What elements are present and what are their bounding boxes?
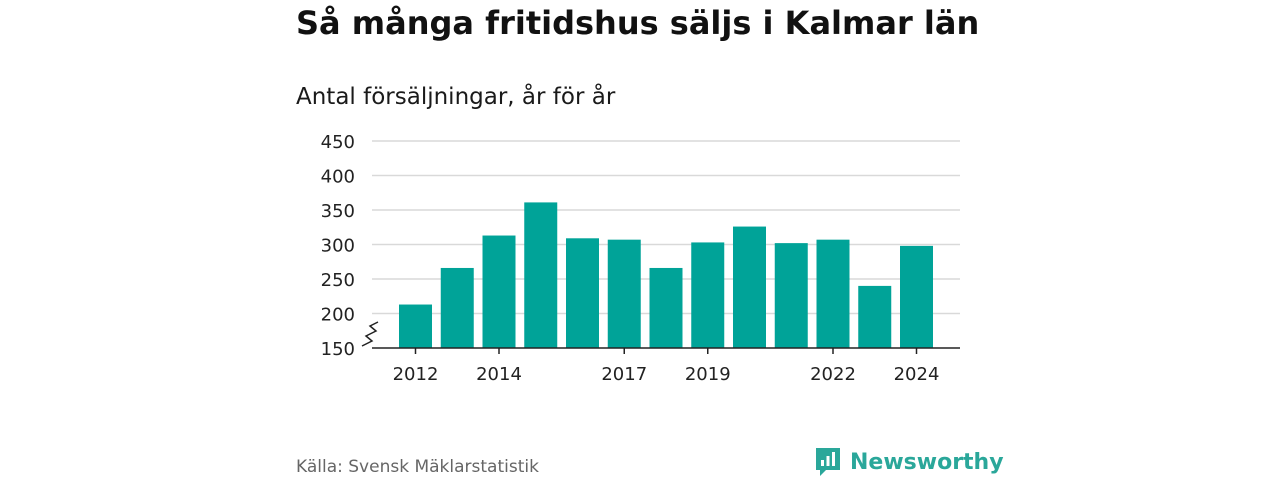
x-tick-label: 2012 (393, 364, 439, 385)
x-tick-label: 2022 (810, 364, 856, 385)
y-tick-label: 150 (321, 339, 355, 360)
bar (774, 243, 808, 348)
source-note: Källa: Svensk Mäklarstatistik (296, 457, 539, 477)
bar (482, 235, 516, 348)
bar (733, 226, 766, 348)
bar (399, 304, 432, 348)
bar (900, 245, 933, 348)
bar (816, 239, 850, 348)
y-tick-label: 250 (321, 270, 355, 291)
bar (566, 238, 599, 348)
x-tick-label: 2019 (685, 364, 731, 385)
bar (649, 267, 683, 348)
newsworthy-logo-icon (816, 448, 840, 476)
bar-chart: 150 200 250 300 350 400 450 2012 2014 2017 2019 202… (321, 132, 960, 385)
bar (607, 239, 641, 348)
x-tick-label: 2014 (476, 364, 522, 385)
x-tick-label: 2024 (894, 364, 940, 385)
chart-subtitle: Antal försäljningar, år för år (296, 84, 616, 110)
newsworthy-logo[interactable]: Newsworthy (814, 446, 1004, 478)
y-tick-label: 200 (321, 305, 355, 326)
x-tick-label: 2017 (601, 364, 647, 385)
newsworthy-logo-text: Newsworthy (850, 449, 1004, 475)
y-tick-label: 450 (321, 132, 355, 153)
bar (858, 285, 892, 348)
bar (524, 202, 558, 348)
bar (691, 242, 725, 348)
y-tick-label: 400 (321, 167, 355, 188)
y-tick-label: 300 (321, 236, 355, 257)
bar (440, 267, 474, 348)
axis-break-icon (361, 321, 379, 347)
chart-title: Så många fritidshus säljs i Kalmar län (296, 4, 980, 42)
y-tick-label: 350 (321, 201, 355, 222)
